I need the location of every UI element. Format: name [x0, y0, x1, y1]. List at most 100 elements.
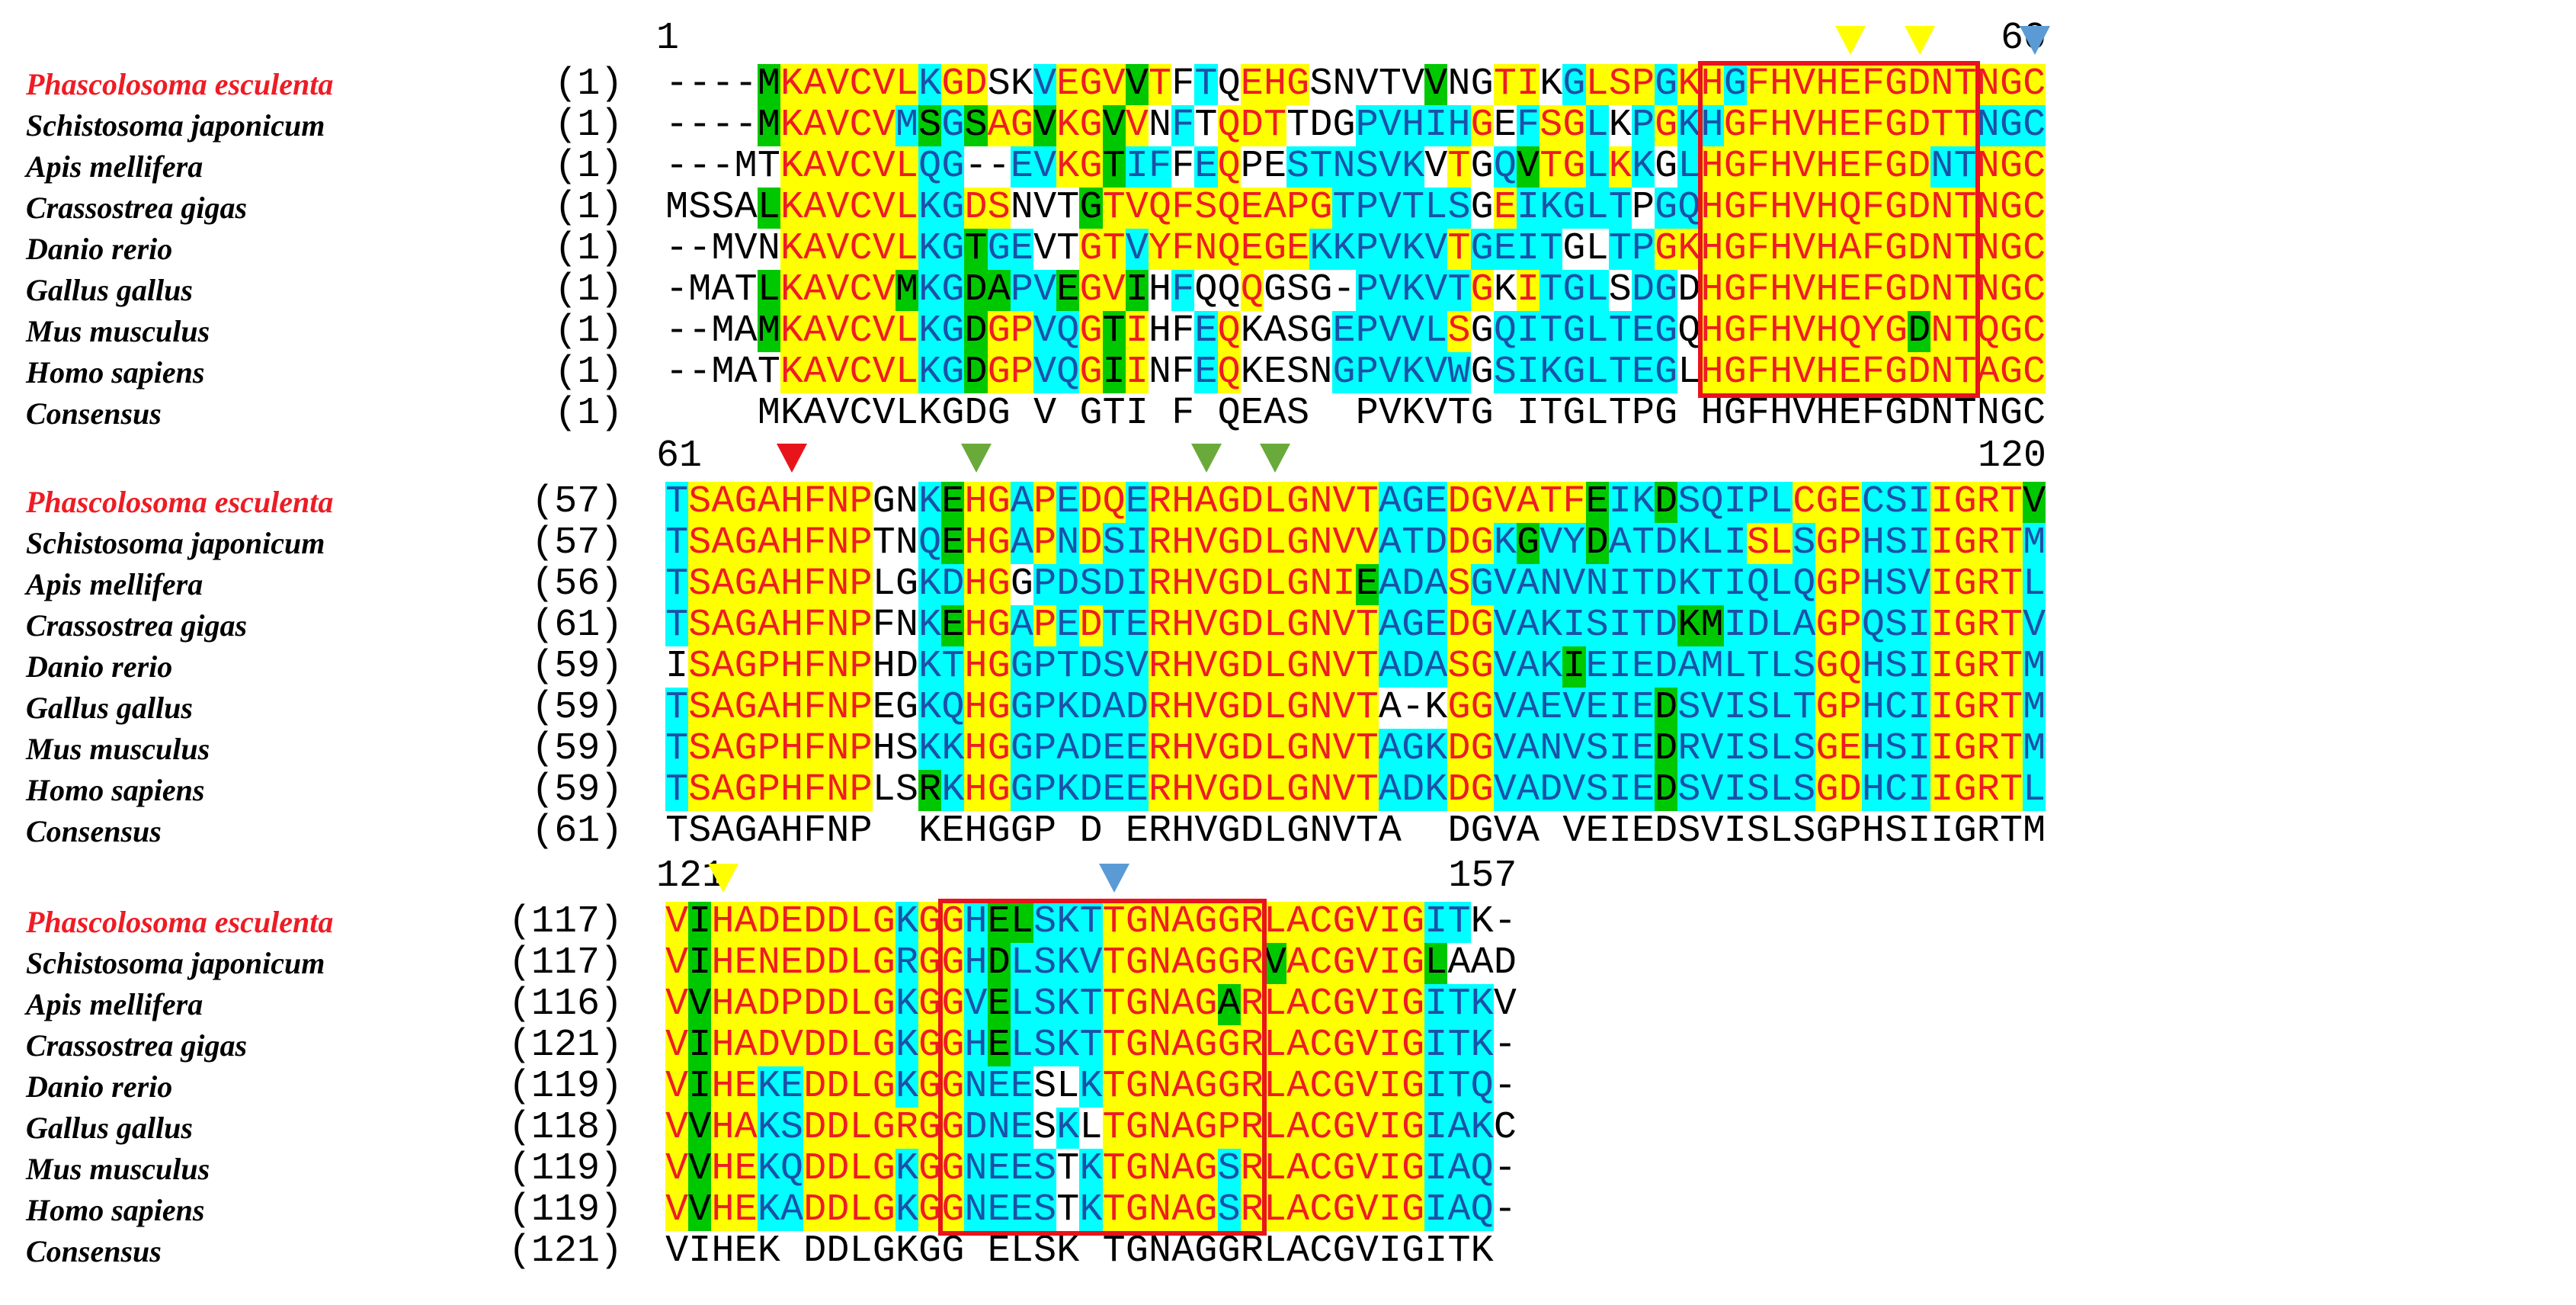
residue: V	[1355, 1065, 1379, 1108]
residue: K	[895, 1147, 919, 1191]
residue: N	[1148, 941, 1172, 985]
residue: A	[757, 604, 780, 647]
residue: P	[849, 521, 873, 565]
residue: M	[711, 309, 735, 353]
residue: -	[665, 309, 689, 353]
residue: K	[757, 1147, 780, 1191]
residue: L	[1677, 145, 1701, 188]
residue: H	[711, 1147, 735, 1191]
residue: Q	[918, 145, 942, 188]
residue: D	[826, 1230, 850, 1273]
species-label: Apis mellifera	[26, 149, 203, 184]
residue: G	[941, 900, 965, 944]
residue: G	[1953, 686, 1977, 729]
residue: A	[711, 268, 735, 312]
residue: R	[1240, 1065, 1264, 1108]
residue: Q	[1217, 104, 1241, 147]
residue: G	[1217, 521, 1241, 565]
residue: D	[964, 186, 988, 229]
marker-triangle-green	[1190, 444, 1222, 473]
residue: M	[2023, 686, 2046, 729]
residue: G	[1884, 309, 1908, 353]
residue: T	[1056, 1188, 1080, 1232]
residue: A	[1447, 1147, 1471, 1191]
residue: A	[1286, 1188, 1310, 1232]
residue: N	[895, 604, 918, 647]
residue: A	[1378, 727, 1402, 771]
residue: V	[1493, 768, 1517, 812]
residue: L	[1263, 768, 1287, 812]
residue: S	[1585, 727, 1609, 771]
residue: H	[1815, 227, 1839, 271]
residue: G	[1286, 727, 1310, 771]
residue: P	[1838, 810, 1862, 853]
residue: V	[1332, 810, 1356, 853]
residue: T	[1746, 645, 1770, 688]
residue: C	[1309, 1147, 1333, 1191]
residue: P	[1355, 309, 1379, 353]
residue: G	[941, 941, 965, 985]
residue: G	[1125, 1106, 1149, 1149]
residue: G	[1217, 604, 1241, 647]
residue: H	[1700, 63, 1724, 106]
residue	[1194, 393, 1217, 434]
residue: G	[1953, 810, 1977, 853]
residue: S	[987, 186, 1011, 229]
residue: K	[1470, 900, 1494, 944]
residue: S	[1885, 810, 1908, 853]
residue: C	[849, 309, 873, 353]
residue: V	[1493, 810, 1517, 853]
residue: G	[918, 1024, 942, 1067]
residue: E	[734, 1188, 758, 1232]
residue: L	[1263, 900, 1287, 944]
residue: I	[1723, 521, 1747, 565]
residue: G	[1562, 309, 1586, 353]
residue: T	[1930, 104, 1954, 147]
residue: N	[826, 727, 850, 771]
residue: G	[1079, 104, 1103, 147]
residue: C	[1309, 1188, 1333, 1232]
residue: E	[987, 1230, 1011, 1273]
residue: S	[688, 563, 712, 606]
residue: A	[757, 480, 780, 524]
residue: K	[918, 727, 942, 771]
residue: A	[1378, 563, 1402, 606]
residue: K	[1056, 145, 1080, 188]
residue: E	[1010, 1188, 1033, 1232]
residue: H	[780, 645, 804, 688]
residue: P	[849, 768, 873, 812]
residue: S	[1793, 810, 1816, 853]
residue: F	[1171, 309, 1195, 353]
residue: S	[1033, 1024, 1057, 1067]
residue	[1677, 393, 1700, 434]
residue: M	[757, 63, 780, 106]
residue: A	[1171, 1024, 1195, 1067]
residue: G	[1815, 604, 1839, 647]
residue: M	[1700, 645, 1724, 688]
residue: -	[688, 104, 712, 147]
residue: N	[1309, 604, 1333, 647]
residue: I	[1608, 480, 1632, 524]
residue: G	[1470, 227, 1494, 271]
residue: G	[941, 983, 965, 1026]
residue: G	[1953, 727, 1977, 771]
residue: S	[895, 727, 918, 771]
residue: L	[1010, 983, 1033, 1026]
residue: G	[1217, 900, 1241, 944]
residue: P	[1033, 480, 1057, 524]
residue: P	[1746, 480, 1770, 524]
species-label: Consensus	[26, 814, 162, 848]
residue: A	[803, 392, 827, 435]
residue: G	[1470, 63, 1494, 106]
residue: D	[1447, 480, 1471, 524]
residue: T	[941, 645, 965, 688]
residue: A	[711, 727, 735, 771]
residue: E	[1240, 392, 1264, 435]
residue: V	[1079, 941, 1103, 985]
residue: K	[1540, 63, 1563, 106]
residue: D	[803, 983, 827, 1026]
residue: T	[1953, 392, 1977, 435]
residue: R	[1976, 810, 2000, 853]
residue: A	[987, 104, 1011, 147]
residue: I	[1723, 810, 1747, 853]
